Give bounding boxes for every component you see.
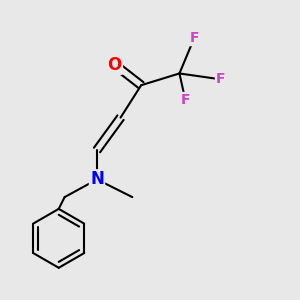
Text: F: F [181, 93, 190, 107]
Text: N: N [90, 170, 104, 188]
Text: F: F [216, 72, 225, 86]
Text: F: F [189, 31, 199, 45]
Text: O: O [107, 56, 122, 74]
